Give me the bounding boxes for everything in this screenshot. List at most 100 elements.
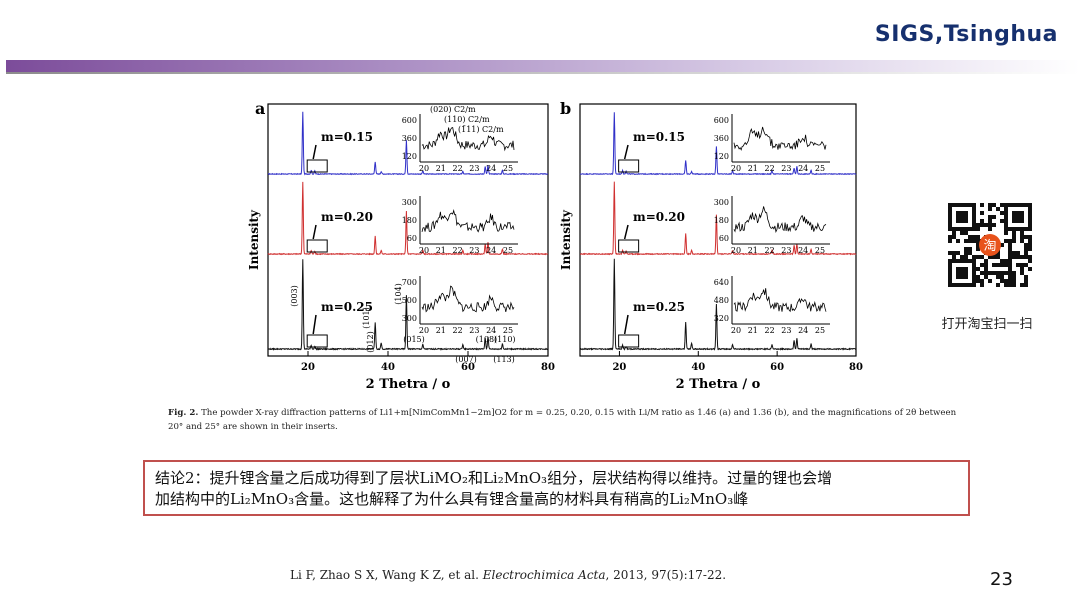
inset-trace bbox=[421, 126, 515, 152]
y-axis-label: Intensity bbox=[559, 209, 573, 270]
peak-label: (101) bbox=[362, 307, 371, 329]
qr-module bbox=[1000, 211, 1004, 215]
qr-module bbox=[980, 271, 984, 275]
qr-module bbox=[980, 223, 984, 227]
qr-module bbox=[980, 255, 984, 259]
qr-module bbox=[992, 215, 996, 219]
inset-x-tick: 22 bbox=[765, 164, 775, 173]
qr-module bbox=[1008, 263, 1012, 267]
panel-letter: b bbox=[560, 99, 571, 118]
qr-module bbox=[1000, 275, 1004, 279]
qr-module bbox=[948, 251, 952, 255]
qr-scan-label: 打开淘宝扫一扫 bbox=[941, 317, 1033, 332]
qr-module bbox=[960, 231, 964, 235]
qr-module bbox=[996, 275, 1000, 279]
qr-module bbox=[1024, 283, 1028, 287]
header-underline bbox=[6, 72, 1080, 74]
zoom-arrow bbox=[623, 224, 629, 240]
inset-y-tick: 180 bbox=[714, 216, 729, 225]
qr-module bbox=[1024, 263, 1028, 267]
qr-module bbox=[996, 271, 1000, 275]
qr-module bbox=[964, 247, 968, 251]
qr-module bbox=[1008, 275, 1012, 279]
x-axis-label: 2 Thetra / o bbox=[366, 377, 451, 392]
inset-x-tick: 20 bbox=[419, 164, 429, 173]
qr-module bbox=[1000, 279, 1004, 283]
inset-x-tick: 20 bbox=[731, 246, 741, 255]
inset-annotation: (1̄11) C2/m bbox=[458, 125, 504, 134]
qr-module bbox=[956, 251, 960, 255]
qr-module bbox=[1024, 255, 1028, 259]
x-tick-label: 80 bbox=[541, 362, 555, 373]
zoom-arrow bbox=[312, 224, 317, 240]
qr-module bbox=[984, 275, 988, 279]
reference-citation: Li F, Zhao S X, Wang K Z, et al. Electro… bbox=[290, 568, 726, 582]
qr-module bbox=[1012, 239, 1016, 243]
qr-module bbox=[1004, 263, 1008, 267]
inset-y-tick: 320 bbox=[714, 314, 729, 323]
taobao-logo-icon bbox=[979, 234, 1001, 256]
qr-module bbox=[980, 203, 984, 207]
xrd-figure: a 20 40 60 80 2 Thetra / o Intensity m=0.15 m=0.… bbox=[247, 99, 863, 392]
taobao-logo-glyph: 淘 bbox=[983, 239, 996, 254]
inset-y-tick: 300 bbox=[402, 198, 417, 207]
inset-y-tick: 640 bbox=[714, 278, 729, 287]
taobao-qr-code[interactable]: 淘 bbox=[948, 203, 1032, 287]
x-tick-label: 80 bbox=[849, 362, 863, 373]
inset-y-tick: 120 bbox=[402, 152, 417, 161]
inset-x-tick: 25 bbox=[503, 326, 513, 335]
peak-label: (108) bbox=[476, 335, 498, 344]
inset-x-tick: 20 bbox=[731, 326, 741, 335]
inset-x-tick: 21 bbox=[748, 164, 758, 173]
qr-module bbox=[1008, 283, 1012, 287]
qr-module bbox=[952, 251, 956, 255]
qr-module bbox=[1024, 275, 1028, 279]
qr-module bbox=[1024, 235, 1028, 239]
qr-module bbox=[1020, 271, 1024, 275]
inset-y-tick: 600 bbox=[402, 116, 417, 125]
qr-module bbox=[1024, 279, 1028, 283]
qr-module bbox=[1016, 255, 1020, 259]
inset-x-tick: 21 bbox=[436, 326, 446, 335]
qr-module bbox=[1004, 271, 1008, 275]
qr-finder-inner bbox=[956, 211, 968, 223]
qr-module bbox=[1012, 231, 1016, 235]
qr-module bbox=[976, 275, 980, 279]
qr-module bbox=[976, 235, 980, 239]
inset-x-tick: 21 bbox=[748, 246, 758, 255]
x-axis-label: 2 Thetra / o bbox=[676, 377, 761, 392]
qr-module bbox=[976, 223, 980, 227]
figure-caption: Fig. 2. The powder X-ray diffraction pat… bbox=[168, 406, 968, 434]
qr-module bbox=[1008, 247, 1012, 251]
x-tick-label: 40 bbox=[381, 362, 395, 373]
series-label: m=0.20 bbox=[321, 210, 373, 224]
inset-plot: 60 180 300 20 21 22 23 24 25 bbox=[402, 196, 518, 255]
qr-module bbox=[984, 223, 988, 227]
qr-module bbox=[976, 227, 980, 231]
qr-module bbox=[984, 263, 988, 267]
peak-label: (012) bbox=[366, 331, 375, 353]
qr-module bbox=[948, 235, 952, 239]
inset-x-tick: 22 bbox=[765, 246, 775, 255]
peak-label: (104) bbox=[394, 283, 403, 305]
qr-module bbox=[980, 279, 984, 283]
qr-module bbox=[952, 255, 956, 259]
x-tick-label: 20 bbox=[301, 362, 315, 373]
inset-x-tick: 23 bbox=[781, 246, 791, 255]
x-tick-label: 40 bbox=[691, 362, 705, 373]
qr-module bbox=[964, 231, 968, 235]
qr-module bbox=[1020, 239, 1024, 243]
inset-x-tick: 21 bbox=[436, 164, 446, 173]
panel-letter: a bbox=[255, 99, 265, 118]
inset-trace bbox=[421, 285, 515, 313]
qr-module bbox=[988, 271, 992, 275]
x-tick-label: 60 bbox=[461, 362, 475, 373]
zoom-region-box bbox=[306, 334, 328, 348]
x-tick-label: 20 bbox=[612, 362, 626, 373]
qr-module bbox=[988, 227, 992, 231]
qr-module bbox=[968, 251, 972, 255]
panel-b: b 20 40 60 80 2 Thetra / o Intensity m=0.15 m=0.… bbox=[559, 99, 863, 392]
inset-y-tick: 480 bbox=[714, 296, 729, 305]
qr-module bbox=[1000, 271, 1004, 275]
qr-module bbox=[1016, 263, 1020, 267]
